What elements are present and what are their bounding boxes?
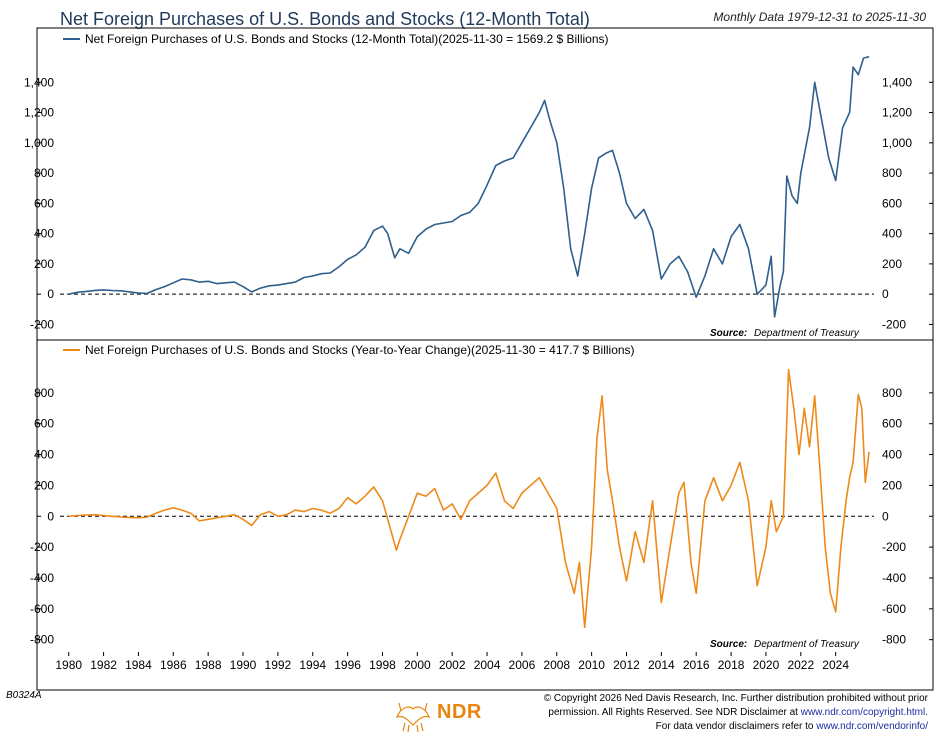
series-line-1: [68, 55, 870, 318]
source-top: Department of Treasury: [754, 328, 860, 339]
x-tick-label: 2000: [404, 658, 431, 672]
chart-title: Net Foreign Purchases of U.S. Bonds and …: [60, 9, 590, 29]
y-tick-left: 800: [34, 386, 54, 400]
x-tick-label: 1982: [90, 658, 117, 672]
y-tick-left: -200: [30, 317, 54, 331]
x-tick-label: 2006: [509, 658, 536, 672]
chart-frame: [36, 27, 934, 691]
y-tick-right: 600: [882, 417, 902, 431]
y-tick-right: -200: [882, 317, 906, 331]
copyright-link[interactable]: www.ndr.com/copyright.html.: [800, 707, 928, 718]
logo-text: NDR: [437, 701, 482, 723]
source-label-bottom: Source:: [710, 639, 747, 650]
x-tick-label: 2002: [439, 658, 466, 672]
x-tick-label: 2022: [787, 658, 814, 672]
y-tick-right: 1,400: [882, 75, 912, 89]
x-tick-label: 2024: [822, 658, 849, 672]
y-tick-right: 600: [882, 196, 902, 210]
y-tick-left: 200: [34, 478, 54, 492]
y-tick-left: 0: [47, 287, 54, 301]
copyright-line1: © Copyright 2026 Ned Davis Research, Inc…: [543, 693, 928, 704]
x-tick-label: 1994: [299, 658, 326, 672]
x-tick-label: 1980: [55, 658, 82, 672]
y-tick-right: 800: [882, 166, 902, 180]
legend-series1: Net Foreign Purchases of U.S. Bonds and …: [85, 32, 609, 46]
panel-top: Net Foreign Purchases of U.S. Bonds and …: [24, 32, 933, 339]
x-tick-label: 2016: [683, 658, 710, 672]
y-tick-right: 200: [882, 257, 902, 271]
date-range: Monthly Data 1979-12-31 to 2025-11-30: [713, 10, 926, 24]
y-tick-left: 400: [34, 227, 54, 241]
x-tick-label: 2014: [648, 658, 675, 672]
y-tick-right: 0: [882, 509, 889, 523]
y-tick-left: 600: [34, 417, 54, 431]
copyright-line3: For data vendor disclaimers refer to: [655, 721, 814, 732]
y-tick-left: 0: [47, 509, 54, 523]
x-tick-label: 2020: [753, 658, 780, 672]
series-line-2: [68, 368, 870, 629]
copyright-line2: permission. All Rights Reserved. See NDR…: [548, 707, 798, 718]
x-tick-label: 1998: [369, 658, 396, 672]
y-tick-right: 1,200: [882, 106, 912, 120]
y-tick-right: 400: [882, 448, 902, 462]
x-axis: 1980 1982 1984 1986 1988 1990 1992 1994 1996 1998…: [55, 652, 849, 672]
x-tick-label: 2012: [613, 658, 640, 672]
vendor-info-link[interactable]: www.ndr.com/vendorinfo/: [816, 721, 928, 732]
copyright-line2-wrap: permission. All Rights Reserved. See NDR…: [408, 706, 928, 720]
x-tick-label: 2010: [578, 658, 605, 672]
panel-bottom: Net Foreign Purchases of U.S. Bonds and …: [30, 343, 933, 650]
y-tick-right: 800: [882, 386, 902, 400]
x-tick-label: 1986: [160, 658, 187, 672]
y-tick-left: -400: [30, 571, 54, 585]
bull-bear-icon: [395, 702, 431, 733]
x-tick-label: 2004: [474, 658, 501, 672]
y-tick-right: -600: [882, 602, 906, 616]
ndr-logo: NDR: [393, 695, 503, 735]
chart-code: B0324A: [6, 690, 42, 701]
source-label-top: Source:: [710, 328, 747, 339]
copyright-notice: © Copyright 2026 Ned Davis Research, Inc…: [408, 692, 928, 734]
y-tick-right: 200: [882, 478, 902, 492]
copyright-line3-wrap: For data vendor disclaimers refer to www…: [408, 720, 928, 734]
source-bottom: Department of Treasury: [754, 639, 860, 650]
x-tick-label: 2018: [718, 658, 745, 672]
y-tick-left: -600: [30, 602, 54, 616]
y-tick-left: 600: [34, 196, 54, 210]
y-tick-right: 0: [882, 287, 889, 301]
x-tick-label: 1984: [125, 658, 152, 672]
legend-series2: Net Foreign Purchases of U.S. Bonds and …: [85, 343, 635, 357]
x-tick-label: 1990: [230, 658, 257, 672]
y-tick-right: -400: [882, 571, 906, 585]
x-tick-label: 2008: [543, 658, 570, 672]
y-tick-right: 400: [882, 227, 902, 241]
y-tick-right: -200: [882, 540, 906, 554]
y-tick-right: 1,000: [882, 136, 912, 150]
x-tick-label: 1996: [334, 658, 361, 672]
y-tick-left: 800: [34, 166, 54, 180]
y-tick-left: -800: [30, 633, 54, 647]
y-tick-left: 200: [34, 257, 54, 271]
y-tick-left: 400: [34, 448, 54, 462]
y-tick-right: -800: [882, 633, 906, 647]
x-tick-label: 1992: [265, 658, 292, 672]
x-tick-label: 1988: [195, 658, 222, 672]
y-tick-left: -200: [30, 540, 54, 554]
